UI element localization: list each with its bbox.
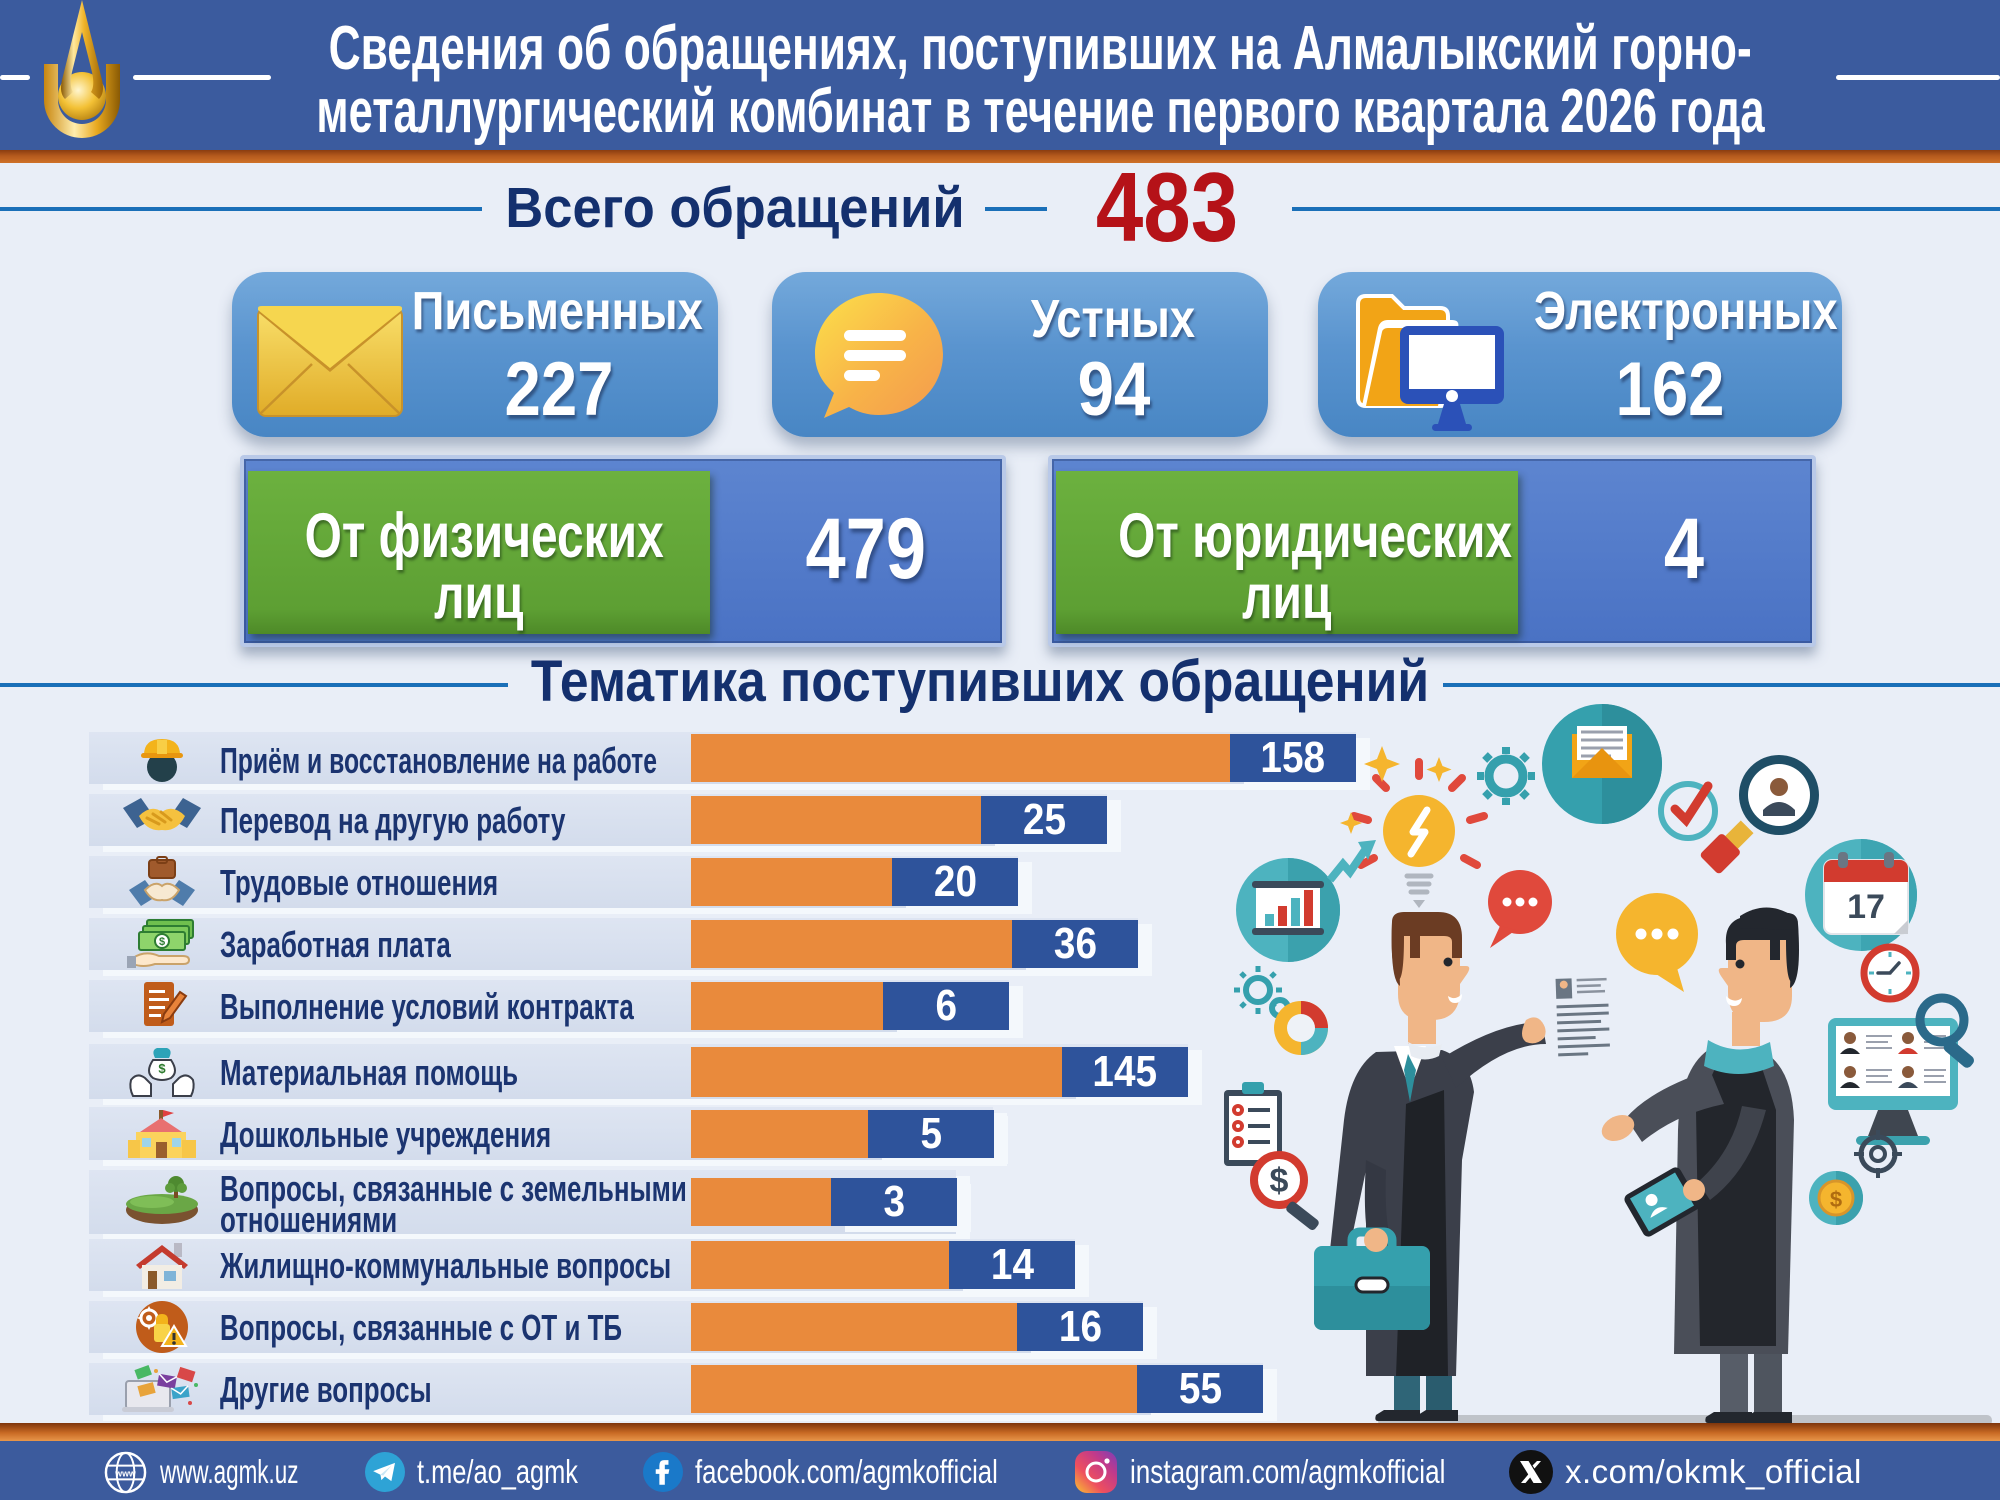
- svg-text:www: www: [114, 1468, 136, 1478]
- svg-text:$: $: [158, 1061, 166, 1076]
- svg-text:$: $: [1830, 1187, 1842, 1212]
- svg-text:17: 17: [1847, 888, 1885, 926]
- svg-text:$: $: [1270, 1162, 1289, 1200]
- svg-text:$: $: [159, 936, 165, 948]
